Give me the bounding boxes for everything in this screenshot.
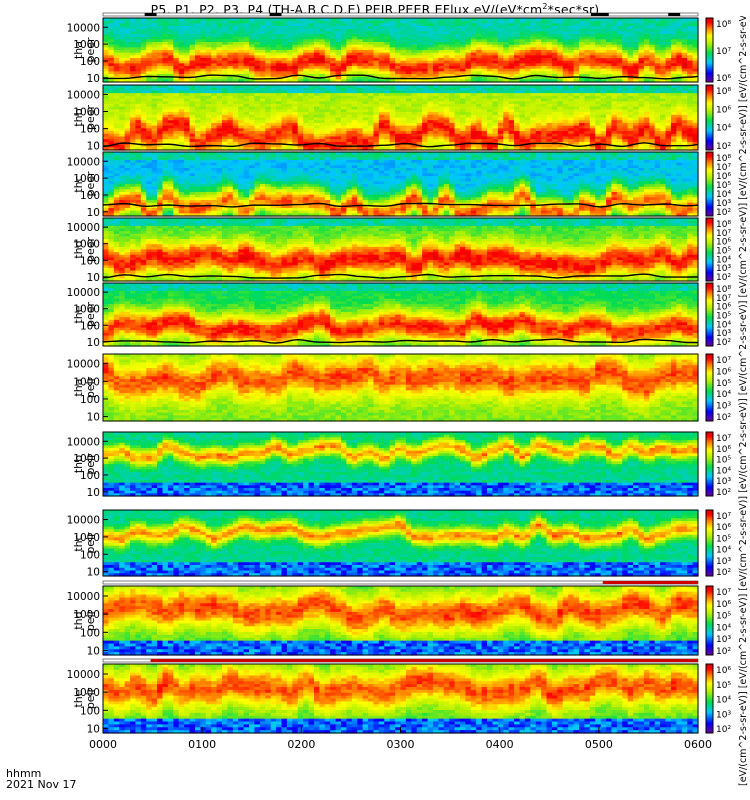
spectrogram-stack: 10100100010000tha peer10⁶10⁷10⁸1010010001…: [0, 0, 750, 800]
